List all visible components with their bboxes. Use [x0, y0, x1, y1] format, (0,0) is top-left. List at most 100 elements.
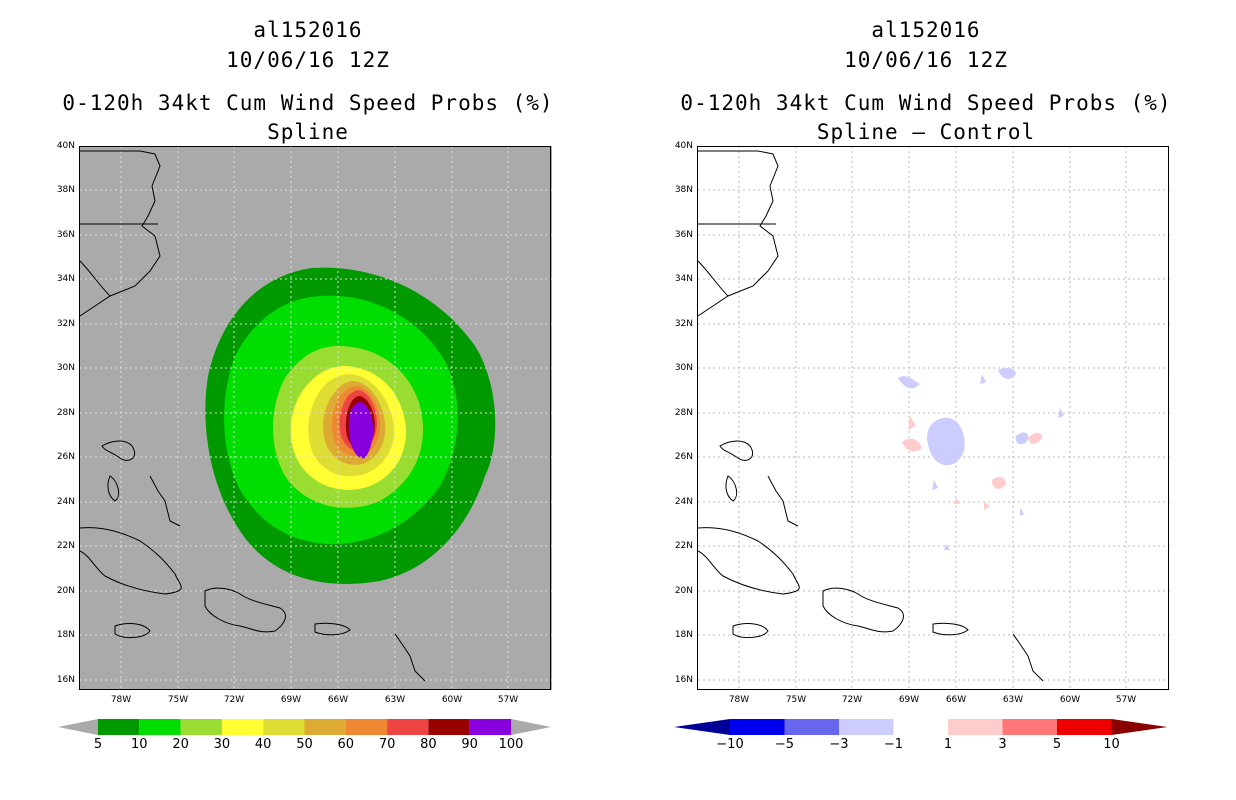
left-storm-id: al152016 — [253, 18, 363, 42]
right-product-title: 0-120h 34kt Cum Wind Speed Probs (%) — [680, 91, 1172, 115]
colorbar-label: 60 — [337, 737, 355, 752]
lat-label: 22N — [56, 541, 75, 551]
left-grid — [80, 146, 552, 690]
colorbar-swatch — [784, 719, 839, 735]
colorbar-label: 5 — [93, 737, 103, 752]
colorbar-swatch — [221, 719, 264, 735]
right-map-panel — [698, 146, 1170, 690]
lat-label: 36N — [56, 230, 75, 240]
colorbar-label: 40 — [254, 737, 272, 752]
lat-label: 26N — [56, 452, 75, 462]
right-datetime: 10/06/16 12Z — [844, 48, 1008, 72]
diff-pos — [1028, 432, 1042, 444]
right-subtitle: Spline – Control — [816, 120, 1036, 144]
colorbar-label: 70 — [378, 737, 396, 752]
lat-label: 16N — [674, 675, 693, 685]
lat-label: 32N — [674, 319, 693, 329]
diff-neg — [898, 376, 920, 389]
left-coastlines — [80, 150, 426, 682]
lon-label: 66W — [945, 695, 967, 705]
diff-neg — [998, 367, 1016, 379]
colorbar-label: 50 — [296, 737, 313, 752]
colorbar-swatch — [98, 719, 140, 735]
colorbar-swatch — [139, 719, 181, 735]
diff-neg — [944, 544, 950, 550]
lon-label: 72W — [841, 695, 863, 705]
colorbar-swatch — [1057, 719, 1112, 735]
lon-label: 63W — [384, 695, 406, 705]
lat-label: 20N — [674, 586, 693, 596]
lat-label: 40N — [674, 141, 693, 151]
lon-label: 69W — [280, 695, 302, 705]
right-map — [698, 146, 1170, 690]
lat-label: 38N — [56, 185, 75, 195]
colorbar-swatch — [345, 719, 388, 735]
colorbar-label: −1 — [883, 737, 904, 752]
lat-label: 20N — [56, 586, 75, 596]
left-subtitle: Spline — [267, 120, 349, 144]
lat-label: 40N — [56, 141, 75, 151]
colorbar-label: 3 — [998, 737, 1007, 752]
lon-label: 63W — [1002, 695, 1024, 705]
colorbar-right-arrow — [511, 719, 551, 735]
colorbar-label: −3 — [829, 737, 849, 752]
right-map-background — [698, 146, 1170, 690]
lat-label: 34N — [56, 274, 75, 284]
lon-label: 57W — [1115, 695, 1137, 705]
colorbar-swatch — [304, 719, 346, 735]
lon-label: 72W — [223, 695, 245, 705]
colorbar-swatch — [1002, 719, 1057, 735]
right-colorbar — [674, 719, 1168, 735]
lat-label: 18N — [674, 630, 693, 640]
diff-pos — [954, 498, 960, 504]
diff-pos — [908, 416, 916, 430]
left-colorbar — [58, 719, 551, 735]
colorbar-swatch — [263, 719, 305, 735]
left-datetime: 10/06/16 12Z — [226, 48, 390, 72]
diff-neg — [1058, 408, 1064, 418]
lat-label: 18N — [56, 630, 75, 640]
lat-label: 34N — [674, 274, 693, 284]
diff-pos — [902, 438, 922, 452]
right-difference-contours — [898, 367, 1064, 550]
colorbar-swatch — [180, 719, 222, 735]
colorbar-swatch — [428, 719, 470, 735]
contour-90 — [348, 402, 374, 459]
diff-neg — [932, 480, 938, 490]
lat-label: 26N — [674, 452, 693, 462]
left-probability-contours — [205, 267, 496, 584]
lat-label: 28N — [56, 408, 75, 418]
colorbar-label: −10 — [716, 737, 744, 752]
colorbar-label: −5 — [774, 737, 795, 752]
colorbar-label: 90 — [461, 737, 478, 752]
lat-label: 28N — [674, 408, 693, 418]
lat-label: 24N — [674, 497, 693, 507]
lon-label: 69W — [898, 695, 920, 705]
lon-label: 57W — [497, 695, 519, 705]
diff-neg — [1020, 508, 1024, 516]
colorbar-left-arrow — [674, 719, 730, 735]
diff-pos — [984, 502, 990, 510]
colorbar-label: 10 — [131, 737, 148, 752]
diff-pos — [992, 477, 1006, 489]
lon-label: 60W — [441, 695, 463, 705]
left-map — [80, 146, 552, 690]
colorbar-swatch — [387, 719, 429, 735]
lat-label: 38N — [674, 185, 693, 195]
colorbar-label: 20 — [172, 737, 189, 752]
colorbar-swatch — [948, 719, 1003, 735]
lat-label: 30N — [674, 363, 693, 373]
colorbar-label: 100 — [498, 737, 524, 752]
diff-neg — [980, 374, 986, 384]
colorbar-label: 30 — [213, 737, 231, 752]
colorbar-label: 5 — [1052, 737, 1062, 752]
left-map-panel — [80, 146, 552, 690]
diff-neg — [1015, 432, 1029, 445]
lat-label: 30N — [56, 363, 75, 373]
lon-label: 66W — [327, 695, 349, 705]
lat-label: 16N — [56, 675, 75, 685]
colorbar-left-arrow — [58, 719, 98, 735]
colorbar-label: 1 — [943, 737, 953, 752]
lon-label: 75W — [785, 695, 807, 705]
right-storm-id: al152016 — [871, 18, 981, 42]
